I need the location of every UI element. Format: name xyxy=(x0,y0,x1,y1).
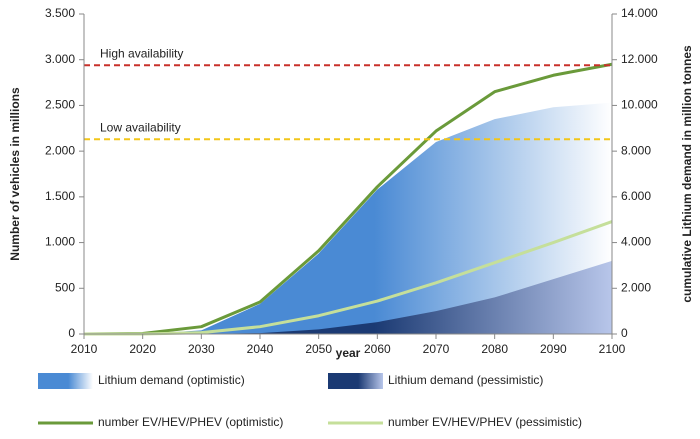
y-tick-label: 3.000 xyxy=(45,52,75,66)
legend-swatch xyxy=(328,373,383,389)
y2-tick-label: 2.000 xyxy=(621,280,651,294)
y2-tick-label: 0 xyxy=(621,326,628,340)
y2-axis-title: cumulative Lithium demand in million ton… xyxy=(680,45,694,303)
y-tick-label: 2.000 xyxy=(45,143,75,157)
x-tick-label: 2100 xyxy=(599,342,626,356)
legend-label: Lithium demand (optimistic) xyxy=(98,373,245,387)
y2-tick-label: 6.000 xyxy=(621,189,651,203)
legend-label: Lithium demand (pessimistic) xyxy=(388,373,543,387)
legend-label: number EV/HEV/PHEV (pessimistic) xyxy=(388,415,582,429)
y2-tick-label: 10.000 xyxy=(621,98,658,112)
y-axis-title: Number of vehicles in millions xyxy=(8,87,22,261)
y2-tick-label: 8.000 xyxy=(621,143,651,157)
y-tick-label: 3.500 xyxy=(45,6,75,20)
x-tick-label: 2090 xyxy=(540,342,567,356)
y2-tick-label: 4.000 xyxy=(621,235,651,249)
x-tick-label: 2020 xyxy=(129,342,156,356)
y-tick-label: 1.000 xyxy=(45,235,75,249)
legend-swatch xyxy=(38,373,93,389)
x-tick-label: 2050 xyxy=(305,342,332,356)
y-tick-label: 1.500 xyxy=(45,189,75,203)
y-tick-label: 2.500 xyxy=(45,98,75,112)
x-tick-label: 2010 xyxy=(71,342,98,356)
x-tick-label: 2070 xyxy=(423,342,450,356)
reference-label: Low availability xyxy=(100,120,181,134)
y2-tick-label: 12.000 xyxy=(621,52,658,66)
reference-label: High availability xyxy=(100,46,183,60)
legend-label: number EV/HEV/PHEV (optimistic) xyxy=(98,415,283,429)
x-tick-label: 2040 xyxy=(247,342,274,356)
y2-tick-label: 14.000 xyxy=(621,6,658,20)
y-tick-label: 0 xyxy=(68,326,75,340)
x-tick-label: 2060 xyxy=(364,342,391,356)
area xyxy=(84,102,612,334)
x-tick-label: 2030 xyxy=(188,342,215,356)
y-tick-label: 500 xyxy=(55,280,75,294)
line xyxy=(83,62,613,336)
x-tick-label: 2080 xyxy=(481,342,508,356)
x-axis-title: year xyxy=(336,346,361,360)
line xyxy=(84,220,613,336)
area xyxy=(84,260,612,334)
